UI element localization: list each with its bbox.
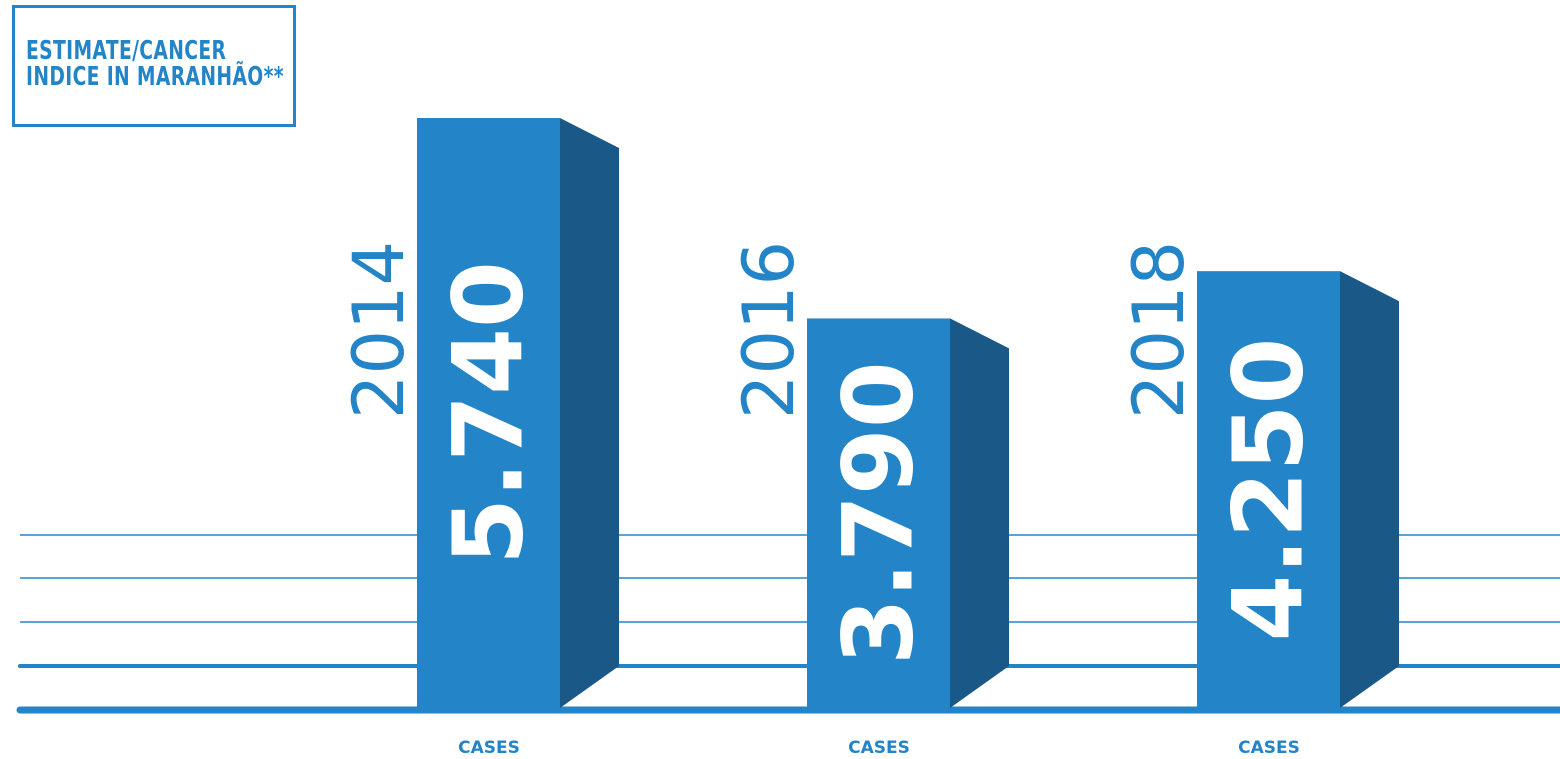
bar-value-label-2014: 5.740 bbox=[433, 261, 545, 565]
bar-2014 bbox=[417, 118, 560, 708]
bar-side-2018 bbox=[1340, 271, 1399, 708]
x-label-2014: CASES bbox=[458, 738, 520, 758]
year-label-2016: 2016 bbox=[728, 241, 810, 419]
chart-title-line-1: ESTIMATE/CANCER bbox=[26, 36, 227, 66]
chart-title-box bbox=[12, 5, 296, 127]
bar-side-2016 bbox=[950, 318, 1009, 708]
bar-2016 bbox=[807, 318, 950, 708]
bar-2018 bbox=[1197, 271, 1340, 708]
year-label-2014: 2014 bbox=[338, 241, 420, 419]
year-label-2018: 2018 bbox=[1118, 241, 1200, 419]
bar-value-label-2018: 4.250 bbox=[1213, 338, 1325, 642]
bar-side-2014 bbox=[560, 118, 619, 708]
x-label-2018: CASES bbox=[1238, 738, 1300, 758]
chart-title-line-2: INDICE IN MARANHÃO** bbox=[26, 62, 284, 92]
bar-value-label-2016: 3.790 bbox=[823, 361, 935, 665]
x-label-2016: CASES bbox=[848, 738, 910, 758]
